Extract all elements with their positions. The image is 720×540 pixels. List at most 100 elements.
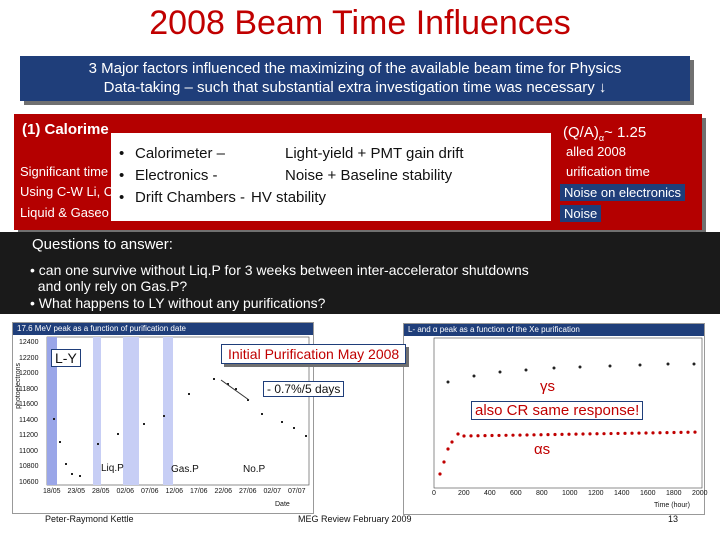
ly-xlabel: Date [275, 501, 290, 508]
initial-purification-label: Initial Purification May 2008 [221, 344, 407, 364]
xe-xtick-label: 200 [458, 490, 470, 497]
factor-item-drift-chambers: • Drift Chambers - HV stability [119, 189, 327, 206]
alpha-point [623, 431, 627, 435]
xe-xtick-label: 1400 [614, 490, 630, 497]
ly-xtick-label: 17/06 [190, 488, 208, 495]
purif-line: urification time [566, 164, 650, 179]
alpha-point [511, 433, 515, 437]
ly-point [59, 441, 61, 443]
intro-line-1: 3 Major factors influenced the maximizin… [88, 60, 622, 77]
intro-line-2: Data-taking – such that substantial extr… [103, 79, 607, 96]
alpha-point [644, 431, 648, 435]
xe-xtick-label: 800 [536, 490, 548, 497]
gamma-point [666, 362, 670, 366]
ly-ytick-label: 11200 [19, 432, 38, 439]
ly-point [281, 421, 283, 423]
called-line: alled 2008 [566, 144, 626, 159]
ly-ylabel: photoelectrons [15, 363, 22, 409]
ly-point [235, 388, 237, 390]
noise-electronics-label: Noise on electronics [560, 184, 686, 201]
footer-meeting: MEG Review February 2009 [298, 514, 412, 524]
ly-point [79, 475, 81, 477]
alpha-point [581, 432, 585, 436]
gamma-point [446, 380, 450, 384]
down-arrow-icon: ↓ [598, 79, 607, 96]
question-2: • What happens to LY without any purific… [30, 295, 326, 311]
alpha-label: αs [534, 441, 551, 458]
liqp-label: Liq.P [101, 463, 124, 474]
questions-heading: Questions to answer: [30, 236, 175, 253]
alpha-point [518, 433, 522, 437]
xe-xlabel: Time (hour) [654, 502, 690, 509]
alpha-point [574, 432, 578, 436]
xe-xtick-label: 0 [432, 490, 436, 497]
ly-point [188, 393, 190, 395]
xe-xtick-label: 1800 [666, 490, 682, 497]
ly-data-points [53, 378, 307, 477]
ly-xtick-label: 27/06 [239, 488, 257, 495]
slide-title: 2008 Beam Time Influences [149, 4, 571, 42]
alpha-point [462, 434, 466, 438]
ly-ytick-label: 10800 [19, 463, 39, 470]
ly-ytick-label: 11800 [19, 385, 38, 393]
alpha-point [504, 433, 508, 437]
ly-ytick-label: 12000 [19, 370, 39, 377]
alpha-points [438, 430, 697, 476]
ly-label: L-Y [51, 349, 81, 367]
gamma-point [578, 365, 582, 369]
alpha-point [658, 431, 662, 435]
alpha-point [637, 431, 641, 435]
alpha-point [553, 432, 557, 437]
alpha-point [532, 433, 536, 437]
ly-xtick-label: 07/06 [141, 488, 159, 495]
ly-point [293, 427, 295, 429]
ly-point [97, 443, 99, 445]
alpha-point [525, 433, 529, 437]
alpha-point [469, 434, 473, 438]
nop-label: No.P [243, 464, 266, 475]
gamma-point [472, 374, 476, 378]
ly-ytick-label: 12200 [19, 354, 39, 362]
ly-xtick-label: 22/06 [214, 488, 233, 495]
xe-xtick-label: 2000 [692, 490, 708, 497]
ly-xtick-label: 28/05 [92, 488, 110, 495]
alpha-point [651, 431, 655, 435]
alpha-point [672, 430, 676, 435]
alpha-point [693, 430, 697, 434]
alpha-point [438, 472, 442, 476]
footer-page: 13 [668, 514, 679, 524]
ly-point [305, 435, 307, 437]
ly-xtick-label: 02/06 [116, 488, 135, 495]
cr-response-label: also CR same response! [471, 401, 644, 420]
ly-point [143, 423, 145, 425]
alpha-point [539, 433, 543, 437]
factor-item-electronics: • Electronics - Noise + Baseline stability [119, 167, 453, 184]
xe-xtick-label: 1600 [640, 490, 656, 497]
alpha-point [490, 433, 494, 438]
ly-ytick-label: 12400 [19, 339, 39, 346]
using-line: Using C-W Li, C [20, 184, 114, 199]
ratio-label: (Q/A)α~ 1.25 [563, 124, 647, 143]
alpha-point [595, 432, 599, 436]
ly-ytick-label: 11000 [19, 447, 38, 455]
ly-xtick-label: 07/07 [288, 488, 306, 495]
alpha-point [442, 460, 446, 464]
gamma-label: γs [540, 378, 555, 395]
xe-xtick-label: 600 [510, 490, 522, 497]
ly-xtick-label: 18/05 [43, 488, 61, 495]
gamma-point [524, 368, 528, 372]
alpha-point [446, 447, 450, 451]
question-1b: and only rely on Gas.P? [30, 278, 188, 294]
ly-point [53, 418, 55, 420]
calorimeter-heading: (1) Calorime [22, 121, 109, 138]
alpha-point [560, 432, 564, 436]
ly-point [227, 383, 229, 385]
xe-xtick-label: 400 [484, 490, 496, 497]
alpha-point [602, 432, 606, 436]
drift-label: - 0.7%/5 days [263, 381, 345, 397]
noise-label: Noise [560, 205, 602, 222]
ly-point [247, 399, 249, 401]
factors-overlay: • Calorimeter – Light-yield + PMT gain dri… [111, 133, 551, 221]
ly-point [163, 415, 165, 417]
gamma-point [552, 366, 556, 370]
